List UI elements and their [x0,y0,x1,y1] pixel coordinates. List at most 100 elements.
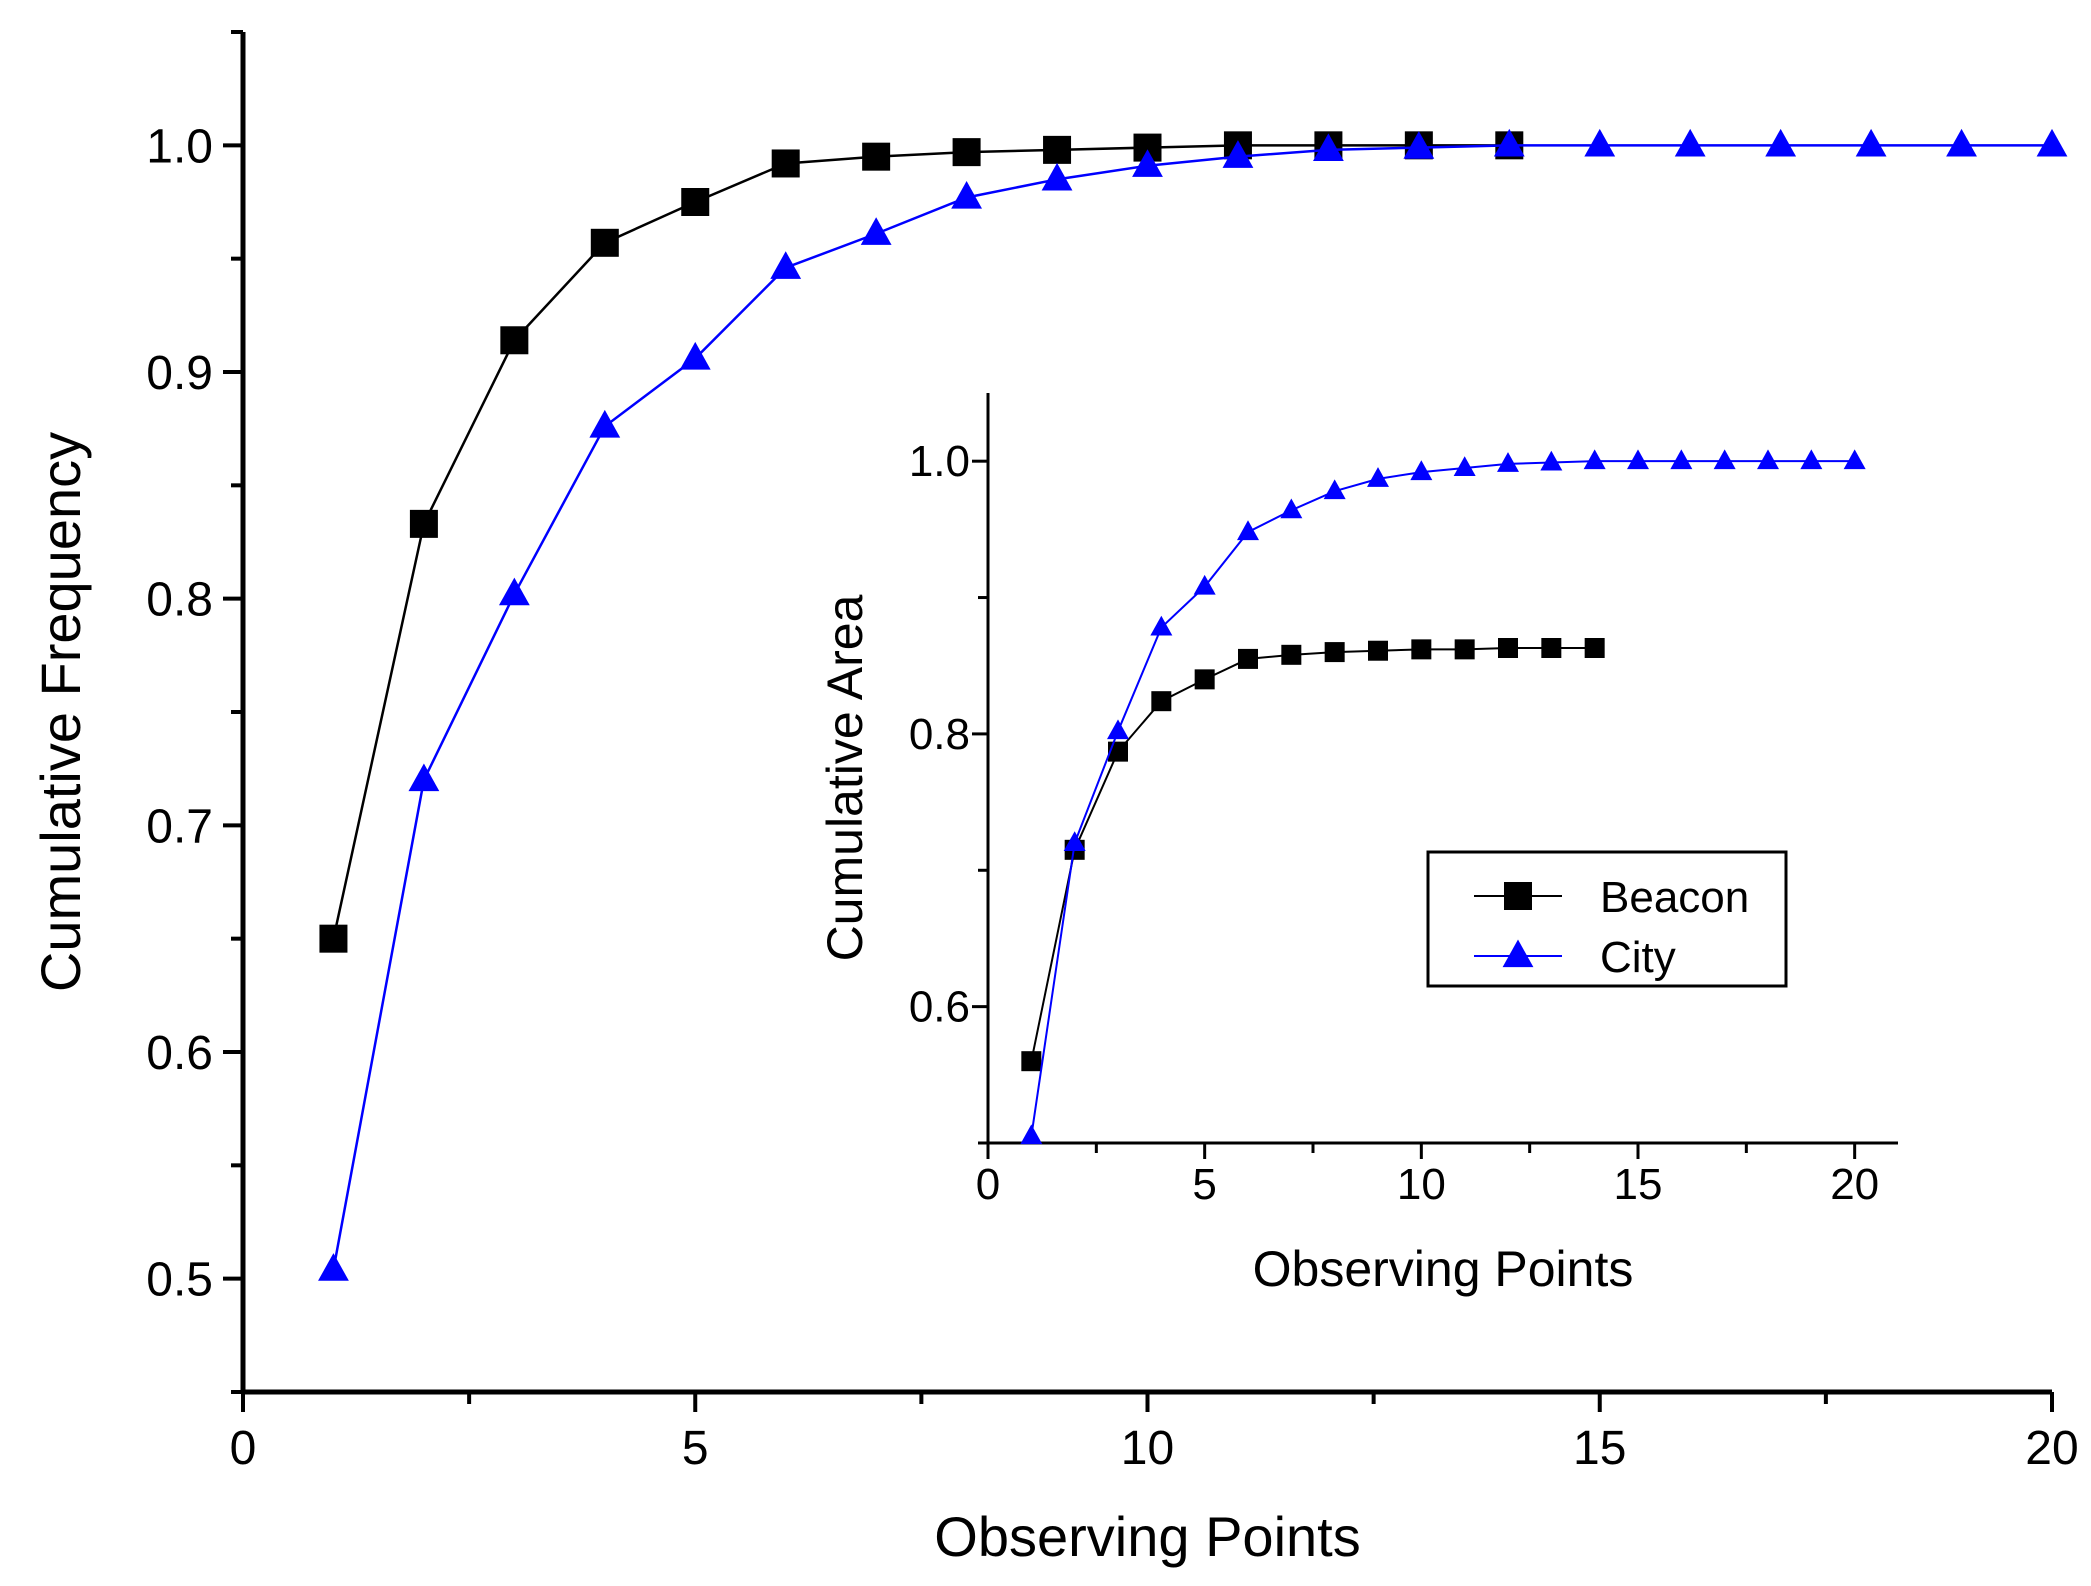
inset-beacon-point [1151,691,1172,712]
inset-city-point [1453,456,1476,476]
main-city-point [770,251,802,279]
main-x-tick-label: 10 [1121,1422,1174,1475]
legend-marker-city [1502,939,1534,968]
main-city-point [1222,140,1254,168]
inset-city-point [1713,449,1736,470]
inset-y-axis-title: Cumulative Area [817,594,873,961]
inset-city-point [1843,449,1866,470]
main-axes: 0 5 10 15 20 0.5 0.6 0.7 0.8 0.9 1.0 [146,30,2079,1475]
main-series-city [318,128,2068,1281]
inset-city-point [1367,467,1389,487]
main-y-tick-label: 0.5 [146,1254,213,1307]
inset-series-city [1020,449,1866,1145]
inset-city-line [1030,460,1855,1137]
main-city-point [1584,128,1616,157]
inset-axes: 0 5 10 15 20 0.6 0.8 1.0 [909,393,1898,1209]
inset-series [1020,449,1866,1145]
inset-x-tick-label: 5 [1192,1160,1216,1209]
legend: Beacon City [1426,850,1788,988]
main-series [318,128,2068,1281]
main-y-tick-label: 0.8 [146,574,213,627]
main-city-point [2036,128,2068,157]
inset-beacon-point [1411,639,1432,660]
main-x-tick-label: 20 [2025,1422,2078,1475]
main-y-tick-label: 1.0 [146,120,213,173]
main-beacon-line [332,144,1510,939]
main-beacon-point [681,188,710,216]
inset-x-tick-label: 20 [1830,1160,1879,1209]
main-city-point [1765,128,1797,157]
inset-y-tick-label: 1.0 [909,437,970,486]
main-city-point [318,1253,349,1281]
main-beacon-point [409,509,438,538]
inset-city-point [1583,449,1606,470]
inset-city-point [1627,449,1649,470]
main-city-point [408,763,440,792]
main-x-tick-label: 5 [682,1422,709,1475]
main-city-point [860,217,892,245]
inset-x-tick-label: 15 [1614,1160,1663,1209]
main-city-point [1041,162,1073,191]
main-city-point [1132,149,1163,177]
main-y-tick-label: 0.7 [146,800,213,853]
main-city-point [1403,131,1435,159]
main-city-point [1946,128,1977,157]
inset-city-point [1540,450,1563,471]
main-beacon-point [862,142,891,171]
main-city-point [498,577,530,606]
inset-beacon-point [1541,638,1562,658]
inset-city-point [1497,452,1519,472]
main-city-point [1493,128,1525,157]
inset-city-point [1280,498,1303,519]
inset-x-axis-title: Observing Points [1253,1241,1634,1297]
main-city-point [1855,128,1887,157]
inset-city-point [1323,479,1346,500]
legend-entry-beacon: Beacon [1474,873,1749,922]
main-y-axis-title: Cumulative Frequency [29,432,92,992]
inset-city-point [1107,719,1129,740]
main-chart: 0 5 10 15 20 0.5 0.6 0.7 0.8 0.9 1.0 Observing Poi… [29,30,2079,1568]
main-city-point [1674,128,1706,157]
main-city-line [332,144,2052,1270]
inset-city-point [1063,831,1086,851]
inset-x-tick-label: 10 [1397,1160,1446,1209]
inset-beacon-point [1368,640,1388,661]
inset-beacon-point [1021,1051,1042,1072]
main-city-point [951,180,982,209]
main-beacon-point [500,326,529,355]
inset-city-point [1800,449,1823,470]
inset-city-point [1237,520,1259,541]
main-beacon-point [590,228,619,257]
inset-y-tick-label: 0.6 [909,983,970,1032]
legend-label-city: City [1600,933,1676,982]
inset-beacon-point [1281,644,1302,665]
inset-city-point [1150,615,1173,636]
inset-city-point [1020,1124,1043,1145]
inset-beacon-point [1238,648,1258,669]
inset-city-point [1757,449,1779,470]
main-city-point [1313,133,1344,162]
inset-beacon-point [1498,638,1518,658]
legend-entry-city: City [1474,933,1676,982]
main-beacon-point [952,138,981,167]
main-x-axis-title: Observing Points [934,1505,1360,1568]
inset-beacon-point [1584,638,1605,658]
inset-chart: 0 5 10 15 20 0.6 0.8 1.0 Observing Points Cumul… [817,393,1898,1297]
main-x-tick-label: 0 [230,1422,257,1475]
main-city-point [679,341,711,370]
inset-beacon-point [1454,639,1475,660]
inset-city-point [1410,460,1433,481]
main-y-tick-label: 0.6 [146,1027,213,1080]
inset-y-tick-label: 0.8 [909,710,970,759]
main-city-point [589,409,621,438]
main-beacon-point [319,924,348,953]
legend-box [1426,850,1788,988]
main-y-tick-label: 0.9 [146,347,213,400]
inset-city-point [1670,449,1693,470]
legend-entries: Beacon City [1474,873,1749,982]
inset-beacon-point [1194,669,1215,690]
main-beacon-point [771,149,800,178]
inset-x-tick-label: 0 [976,1160,1000,1209]
